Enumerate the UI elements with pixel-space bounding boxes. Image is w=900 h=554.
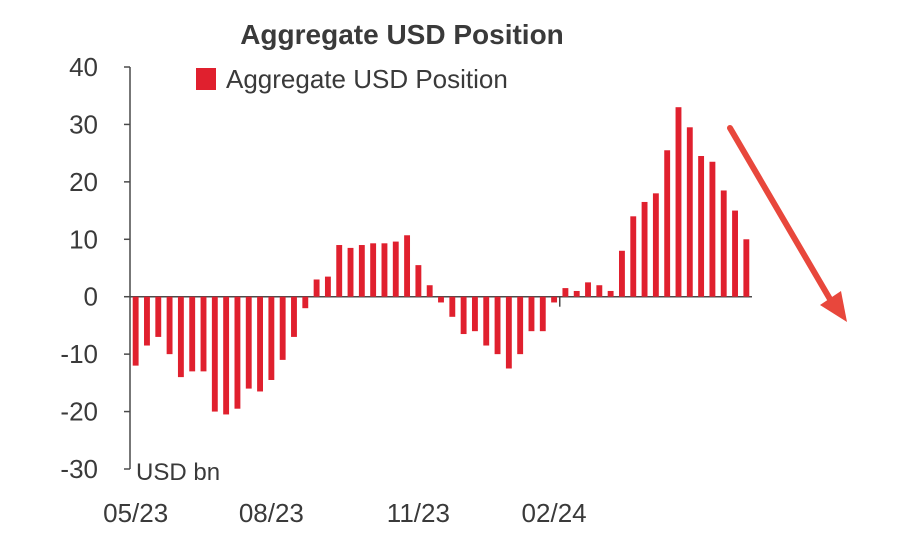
legend-label: Aggregate USD Position bbox=[226, 64, 508, 94]
bar bbox=[562, 288, 569, 297]
y-tick-label: 10 bbox=[69, 224, 98, 254]
x-tick-label: 08/23 bbox=[239, 498, 304, 528]
bar bbox=[200, 296, 207, 372]
bar bbox=[155, 296, 162, 337]
bar bbox=[641, 201, 648, 297]
bar bbox=[144, 296, 150, 346]
bar bbox=[313, 279, 320, 297]
bar bbox=[166, 296, 173, 355]
bar bbox=[686, 127, 693, 297]
bar bbox=[607, 290, 614, 297]
bar bbox=[370, 243, 377, 297]
bar bbox=[698, 156, 705, 297]
bar bbox=[426, 285, 433, 297]
bar bbox=[619, 250, 625, 297]
bar bbox=[505, 296, 512, 369]
bar bbox=[245, 296, 252, 389]
x-tick-label: 05/23 bbox=[103, 498, 168, 528]
bar bbox=[438, 296, 444, 303]
bar bbox=[494, 296, 501, 355]
bar bbox=[664, 150, 671, 297]
trend-arrow bbox=[727, 125, 847, 322]
bars bbox=[132, 107, 750, 415]
bar bbox=[302, 296, 309, 309]
bar bbox=[415, 265, 422, 297]
y-tick-label: 0 bbox=[84, 282, 98, 312]
unit-label: USD bn bbox=[136, 459, 220, 486]
legend-swatch bbox=[196, 68, 216, 90]
bar bbox=[291, 296, 297, 337]
trend-arrow-shaft bbox=[727, 125, 837, 309]
x-tick-label: 11/23 bbox=[387, 498, 450, 528]
bar bbox=[551, 296, 558, 303]
bar bbox=[347, 247, 354, 297]
bar bbox=[177, 296, 184, 378]
bar bbox=[132, 296, 139, 366]
bar bbox=[483, 296, 490, 346]
y-tick-label: -20 bbox=[60, 397, 98, 427]
y-tick-label: 20 bbox=[69, 167, 98, 197]
bar bbox=[517, 296, 524, 355]
bar bbox=[743, 239, 750, 297]
bar bbox=[336, 245, 343, 297]
bar bbox=[709, 161, 716, 297]
bar bbox=[268, 296, 275, 380]
bar bbox=[189, 296, 196, 372]
bar bbox=[234, 296, 241, 409]
chart-title: Aggregate USD Position bbox=[240, 19, 564, 50]
bar bbox=[528, 296, 535, 332]
bar bbox=[381, 243, 388, 297]
bar bbox=[573, 290, 580, 297]
bar bbox=[585, 282, 591, 297]
y-tick-label: -30 bbox=[60, 454, 98, 484]
y-tick-label: 30 bbox=[69, 109, 98, 139]
bar bbox=[279, 296, 286, 360]
bar bbox=[257, 296, 263, 392]
trend-arrow-head bbox=[820, 291, 847, 322]
bar bbox=[404, 235, 411, 297]
bar bbox=[630, 216, 637, 297]
bar bbox=[471, 296, 478, 332]
bar bbox=[223, 296, 230, 415]
x-axis: 05/23 08/23 11/23 02/24 bbox=[103, 295, 752, 528]
y-axis: -30 -20 -10 0 10 20 30 40 bbox=[60, 52, 131, 484]
bar bbox=[720, 190, 727, 297]
bar bbox=[675, 107, 682, 297]
bar bbox=[732, 210, 738, 297]
bar bbox=[358, 245, 365, 297]
bar bbox=[324, 276, 331, 297]
y-tick-label: 40 bbox=[69, 52, 98, 82]
bar bbox=[652, 193, 659, 297]
bar bbox=[460, 296, 467, 335]
x-tick-label: 02/24 bbox=[522, 498, 587, 528]
bar bbox=[596, 285, 603, 297]
bar bbox=[211, 296, 218, 412]
y-tick-label: -10 bbox=[60, 339, 98, 369]
legend: Aggregate USD Position bbox=[196, 64, 508, 94]
bar bbox=[449, 296, 456, 317]
bar bbox=[539, 296, 546, 332]
bar bbox=[392, 241, 399, 297]
